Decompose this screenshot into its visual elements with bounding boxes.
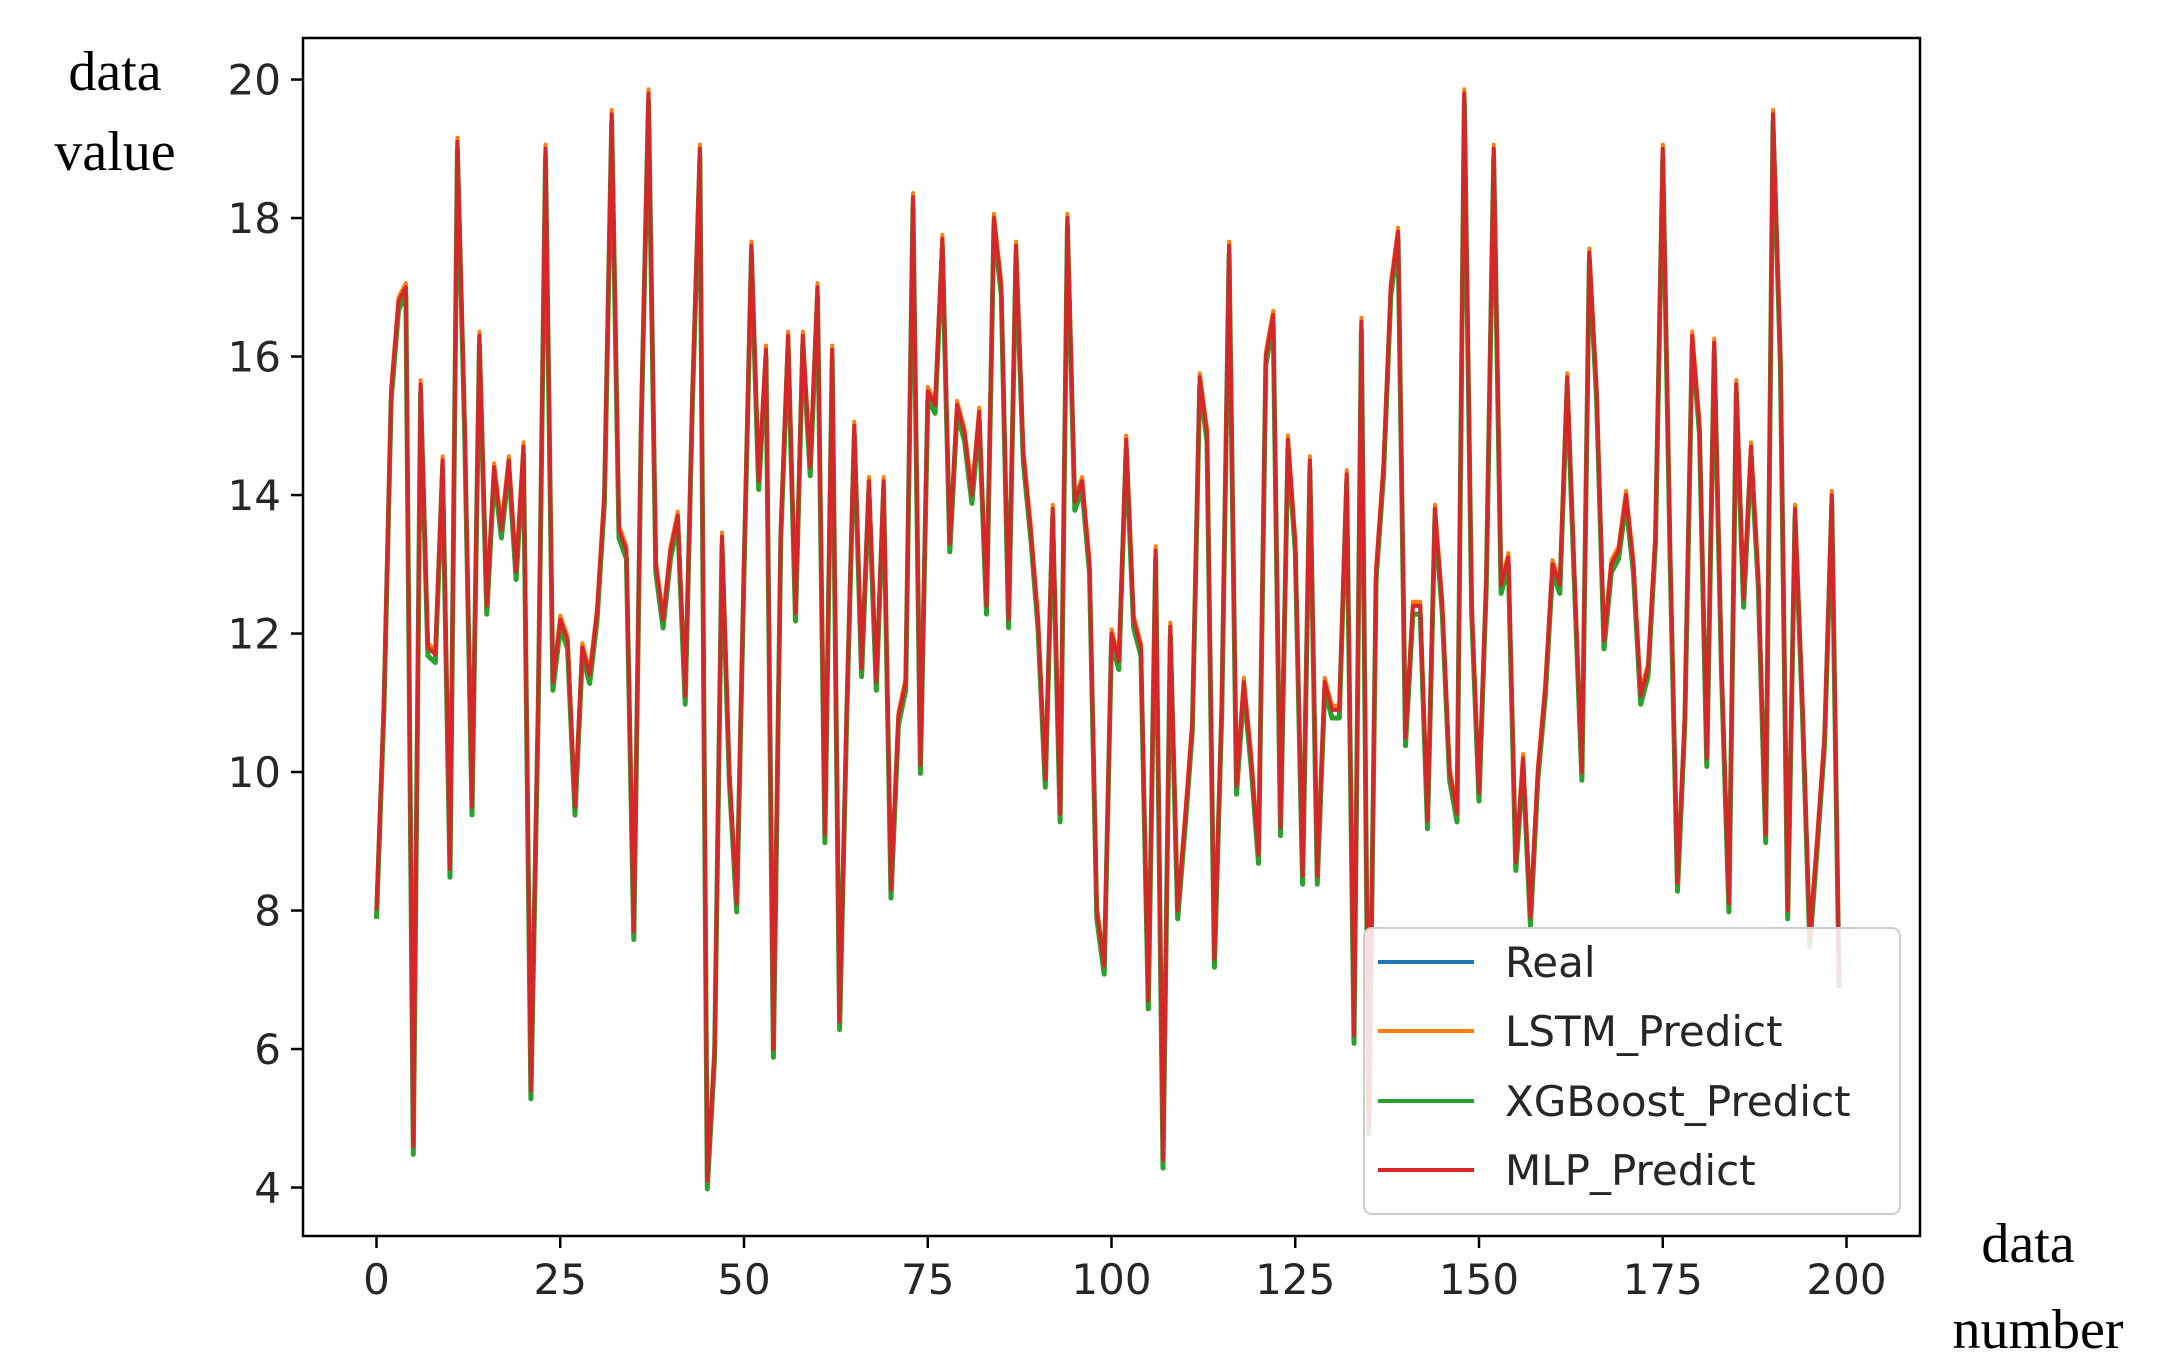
y-axis-label-line-2: value xyxy=(54,121,175,183)
y-tick-label-6: 6 xyxy=(254,1025,281,1074)
series-layer xyxy=(374,87,1842,1192)
legend-label-lstm: LSTM_Predict xyxy=(1505,1007,1783,1056)
y-tick-label-10: 10 xyxy=(228,748,281,797)
legend-label-mlp: MLP_Predict xyxy=(1505,1146,1756,1195)
legend-entry-mlp: MLP_Predict xyxy=(1378,1146,1756,1195)
legend-entry-xgboost: XGBoost_Predict xyxy=(1378,1077,1851,1126)
legend-box xyxy=(1363,927,1901,1215)
x-tick-label-100: 100 xyxy=(1071,1255,1151,1304)
y-tick-label-14: 14 xyxy=(228,471,281,520)
legend-entry-lstm: LSTM_Predict xyxy=(1378,1007,1783,1056)
y-tick-label-18: 18 xyxy=(228,194,281,243)
x-tick-label-50: 50 xyxy=(717,1255,770,1304)
y-axis-label-line-1: data xyxy=(68,41,161,103)
x-tick-label-175: 175 xyxy=(1623,1255,1703,1304)
series-line-mlp-predict xyxy=(374,91,1842,1183)
x-axis-label: data number xyxy=(1952,1213,2123,1361)
y-axis-label: data value xyxy=(54,41,175,183)
x-tick-label-150: 150 xyxy=(1439,1255,1519,1304)
legend: Real LSTM_Predict XGBoost_Predict MLP_Pr… xyxy=(1363,927,1901,1215)
legend-label-xgboost: XGBoost_Predict xyxy=(1505,1077,1851,1126)
y-tick-label-20: 20 xyxy=(228,56,281,105)
y-tick-label-8: 8 xyxy=(254,887,281,936)
y-tick-label-12: 12 xyxy=(228,610,281,659)
x-tick-label-25: 25 xyxy=(534,1255,587,1304)
x-axis-label-line-1: data xyxy=(1981,1213,2074,1275)
x-tick-label-75: 75 xyxy=(901,1255,954,1304)
legend-entry-real: Real xyxy=(1378,938,1596,987)
y-tick-label-16: 16 xyxy=(228,333,281,382)
x-tick-label-0: 0 xyxy=(363,1255,390,1304)
x-tick-label-125: 125 xyxy=(1255,1255,1335,1304)
ticks-layer: 0 25 50 75 100 125 150 175 200 4 6 8 10 12 14 16 18 20 xyxy=(228,56,1887,1304)
y-tick-label-4: 4 xyxy=(254,1164,281,1213)
x-tick-label-200: 200 xyxy=(1806,1255,1886,1304)
legend-label-real: Real xyxy=(1505,938,1596,987)
x-axis-label-line-2: number xyxy=(1952,1299,2123,1361)
